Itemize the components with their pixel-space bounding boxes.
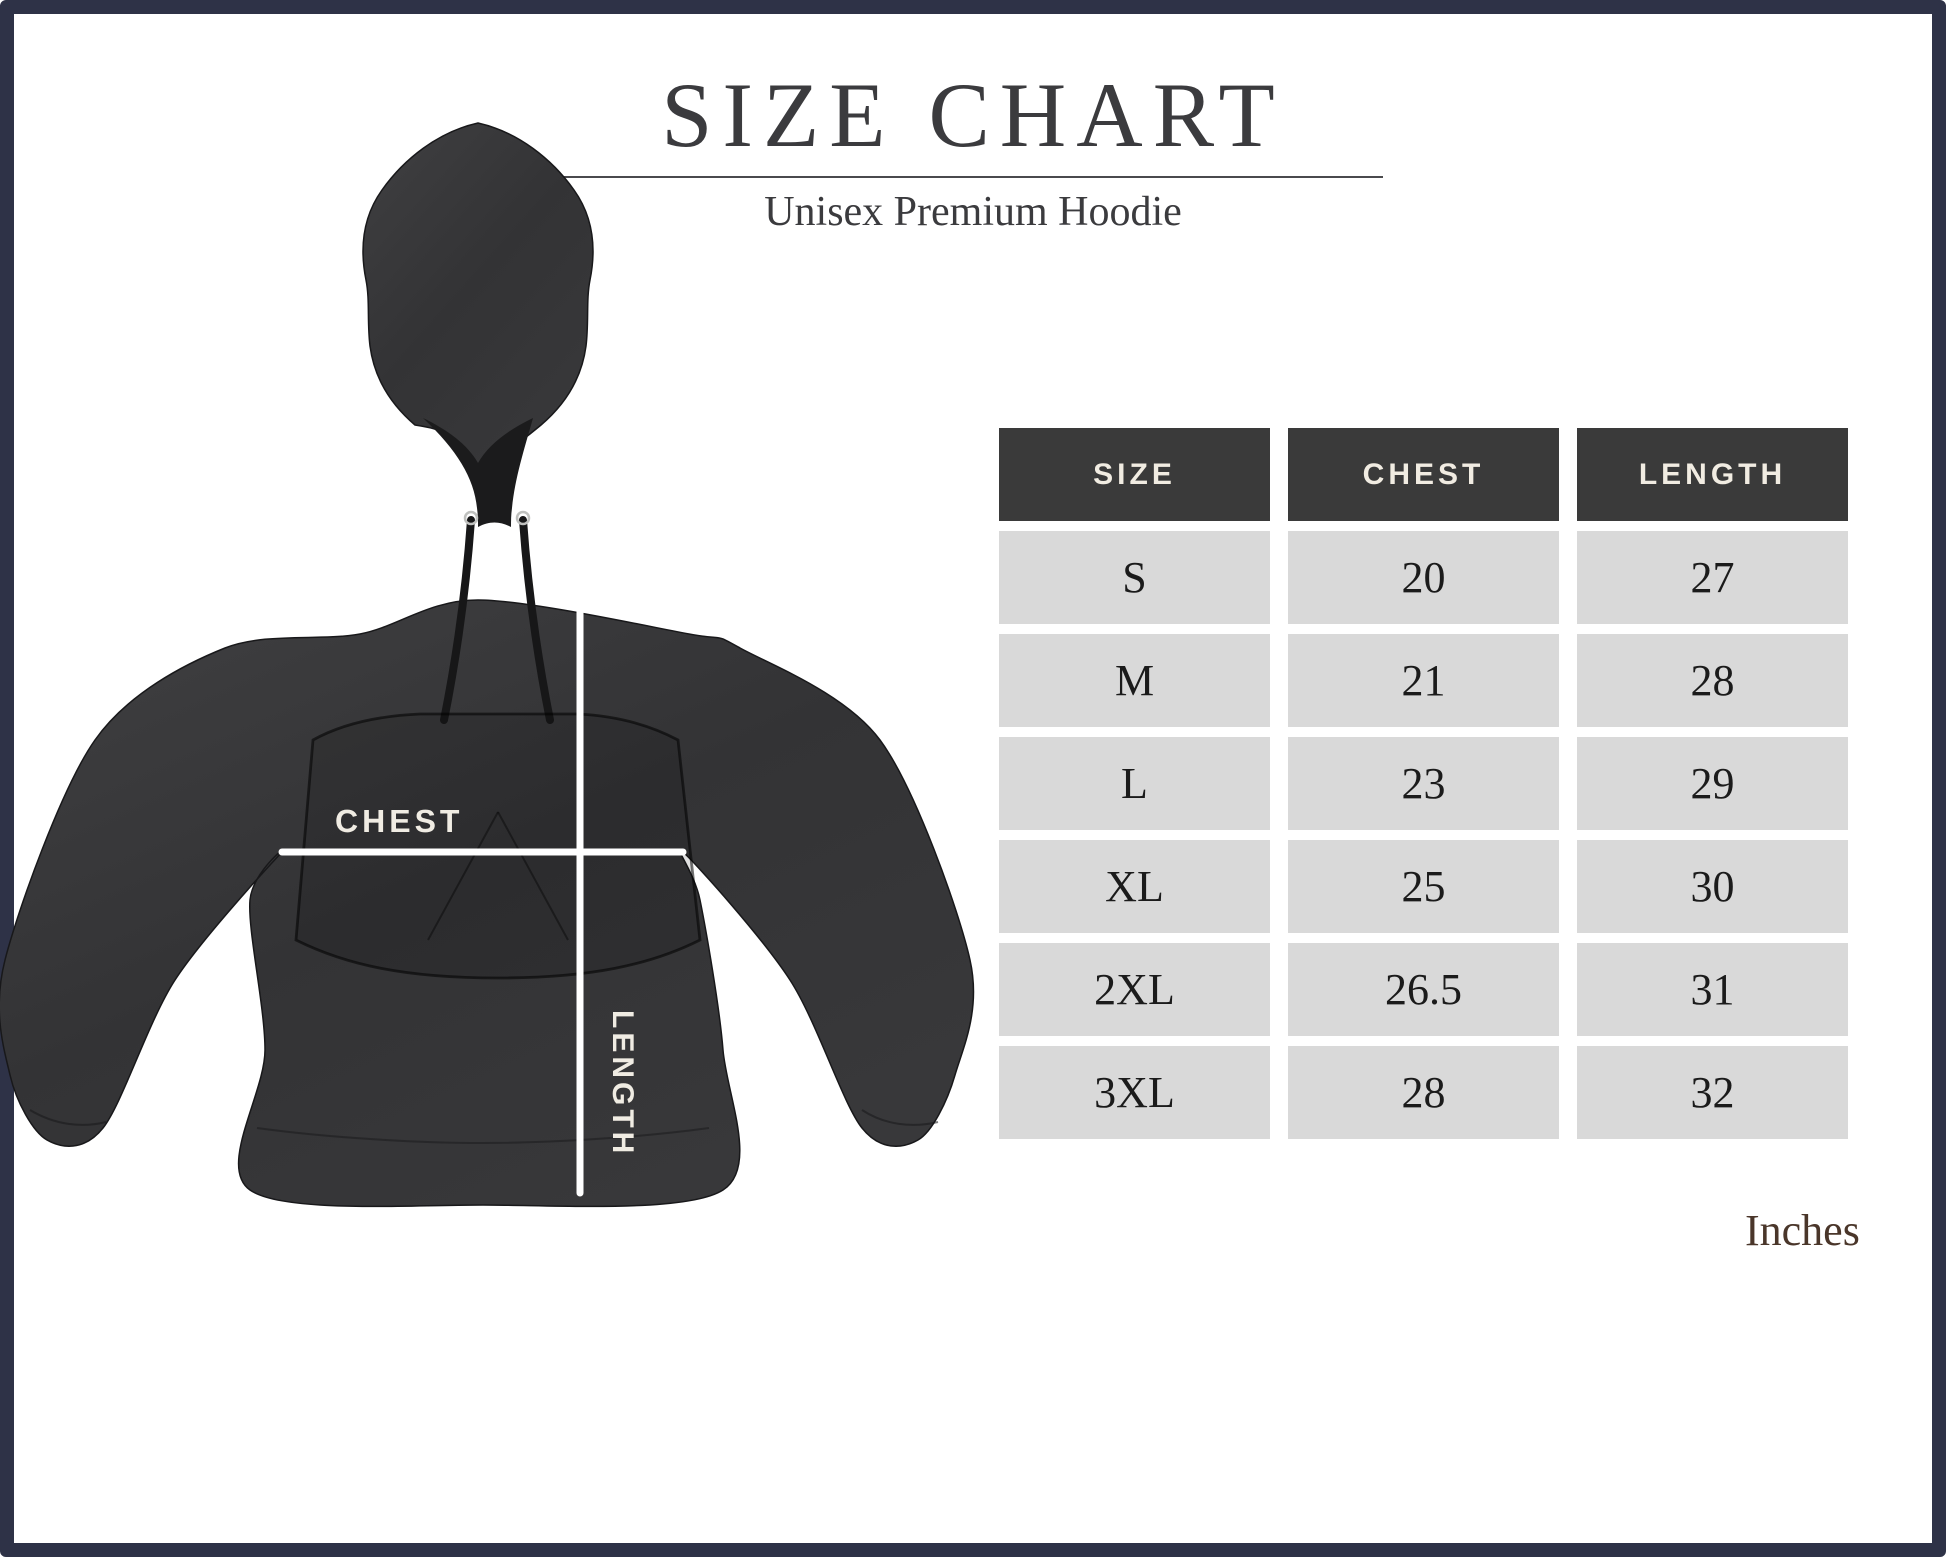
svg-text:CHEST: CHEST (335, 803, 463, 839)
svg-text:LENGTH: LENGTH (606, 1010, 639, 1157)
